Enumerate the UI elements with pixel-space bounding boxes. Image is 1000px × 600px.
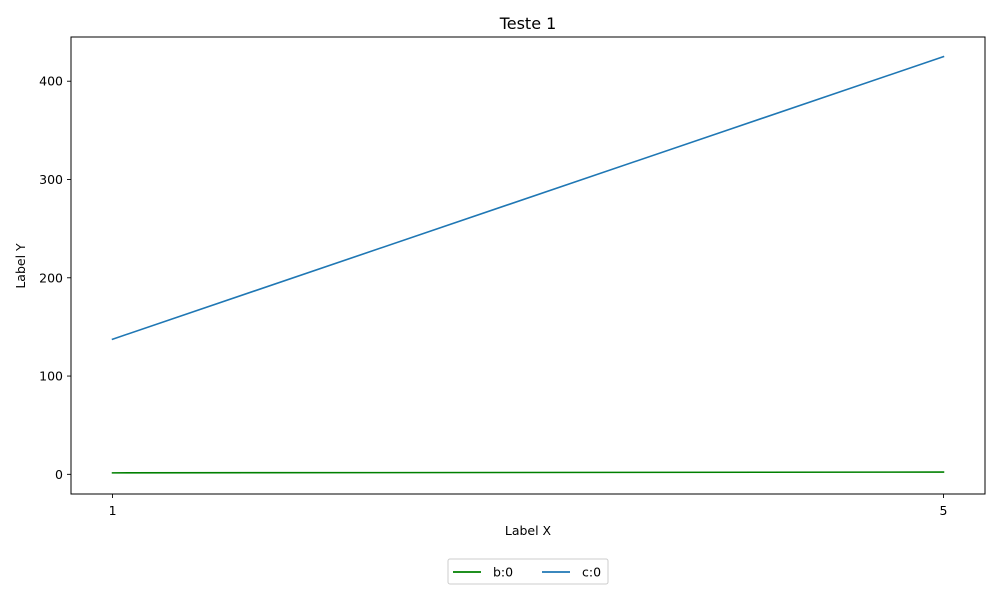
chart-title: Teste 1 <box>499 14 557 33</box>
y-axis: 0 100 200 300 400 <box>39 74 71 482</box>
legend-box <box>447 558 609 585</box>
plot-area <box>111 55 945 474</box>
y-tick-label: 100 <box>39 369 63 384</box>
y-tick-label: 0 <box>55 467 63 482</box>
series-line-c-0 <box>111 55 945 341</box>
x-axis-label: Label X <box>505 523 552 538</box>
legend-label: b:0 <box>493 565 513 580</box>
y-tick-label: 400 <box>39 74 63 89</box>
series-line-b-0 <box>111 471 945 474</box>
legend-label: c:0 <box>582 565 601 580</box>
y-tick-label: 300 <box>39 172 63 187</box>
legend: b:0 c:0 <box>447 558 609 585</box>
y-axis-label: Label Y <box>13 243 28 289</box>
plot-frame <box>70 36 986 495</box>
x-tick-label: 5 <box>939 503 947 518</box>
x-tick-label: 1 <box>109 503 117 518</box>
y-tick-label: 200 <box>39 270 63 285</box>
